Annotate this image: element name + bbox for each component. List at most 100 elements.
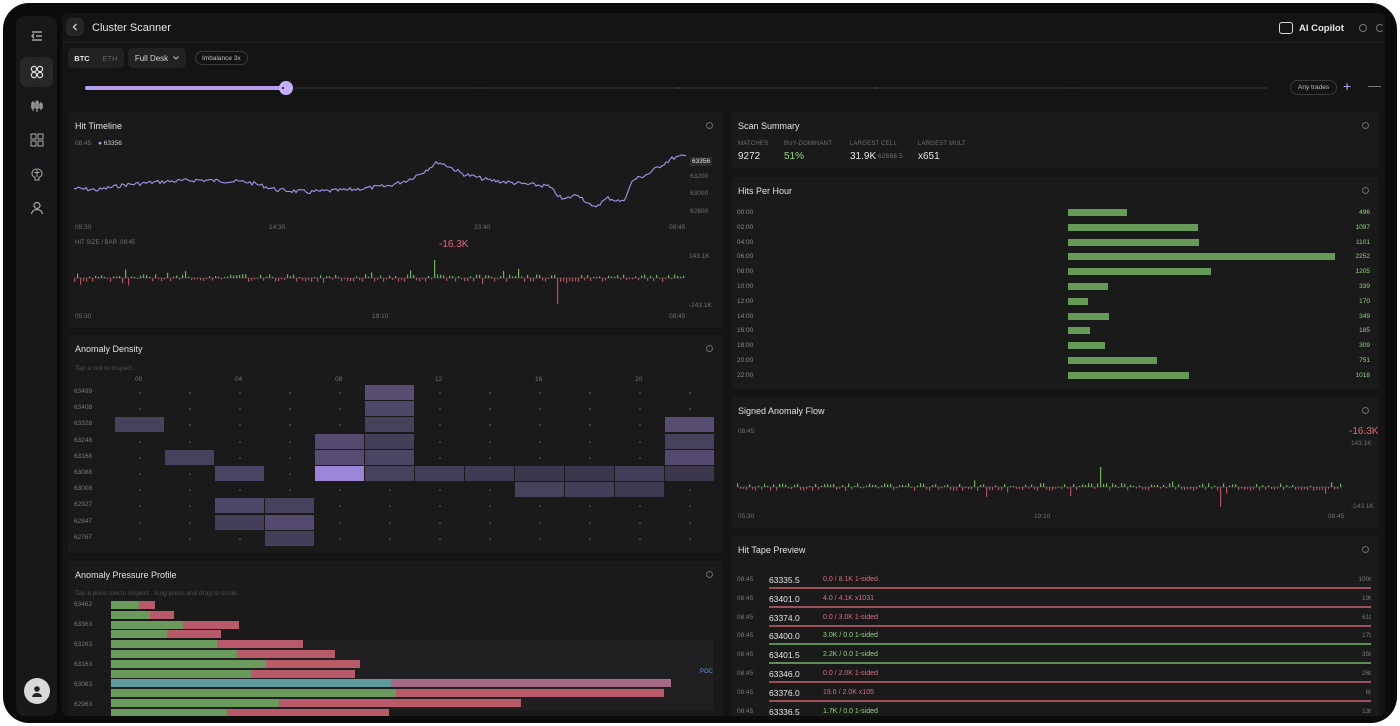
price-line-chart[interactable] — [68, 150, 723, 230]
buy-bar[interactable] — [111, 630, 167, 639]
hour-row[interactable]: 06:00 2252 — [731, 250, 1379, 264]
asset-eth-tab[interactable]: ETH — [102, 53, 118, 63]
brain-icon[interactable] — [20, 159, 53, 189]
collapse-icon[interactable] — [20, 21, 53, 51]
heatmap-cell[interactable] — [265, 514, 314, 530]
avatar-icon[interactable] — [24, 678, 50, 704]
heatmap-cell[interactable] — [365, 417, 414, 433]
tape-row[interactable]: 08:45 63346.0 0.0 / 2.0K 1-sided 26t — [731, 666, 1379, 685]
add-button[interactable]: + — [1343, 78, 1352, 94]
signed-flow-bars[interactable] — [731, 447, 1351, 507]
tape-row[interactable]: 08:45 63401.5 2.2K / 0.0 1-sided 35t — [731, 647, 1379, 666]
buy-bar[interactable] — [111, 699, 279, 707]
buy-bar[interactable] — [111, 689, 396, 698]
slider-thumb[interactable] — [279, 81, 294, 95]
buy-bar[interactable] — [111, 679, 391, 688]
hour-row[interactable]: 02:00 1097 — [731, 221, 1379, 235]
heatmap-cell[interactable] — [365, 433, 414, 449]
heatmap-cell[interactable] — [365, 385, 414, 400]
sell-bar[interactable] — [391, 679, 671, 688]
trade-filter-chip[interactable]: Any trades — [1290, 80, 1338, 95]
hour-row[interactable]: 14:00 349 — [731, 310, 1379, 324]
heatmap-cell[interactable] — [265, 530, 314, 546]
heatmap-cell[interactable] — [215, 514, 264, 530]
hour-row[interactable]: 12:00 170 — [731, 295, 1379, 309]
hour-row[interactable]: 00:00 496 — [731, 206, 1379, 220]
heatmap-cell[interactable] — [415, 466, 464, 481]
info-icon[interactable] — [706, 122, 713, 129]
hour-row[interactable]: 20:00 751 — [731, 354, 1379, 368]
heatmap-cell[interactable] — [315, 466, 364, 481]
hour-row[interactable]: 18:00 309 — [731, 339, 1379, 353]
hour-row[interactable]: 08:00 1205 — [731, 265, 1379, 279]
heatmap-cell[interactable] — [615, 466, 664, 481]
heatmap-cell[interactable] — [665, 433, 714, 449]
heatmap-cell[interactable] — [365, 449, 414, 465]
refresh-icon[interactable] — [1376, 24, 1384, 32]
grid-icon[interactable] — [20, 57, 53, 87]
user-icon[interactable] — [20, 193, 53, 223]
tape-row[interactable]: 08:45 63374.0 0.0 / 3.0K 1-sided 61t — [731, 610, 1379, 629]
sell-bar[interactable] — [227, 708, 389, 716]
heatmap-cell[interactable] — [665, 466, 714, 481]
buy-bar[interactable] — [111, 669, 251, 678]
remove-button[interactable]: — — [1368, 78, 1381, 93]
info-icon[interactable] — [1362, 187, 1369, 194]
ai-copilot-button[interactable]: AI Copilot — [1273, 18, 1345, 38]
heatmap-cell[interactable] — [565, 466, 614, 481]
buy-bar[interactable] — [111, 708, 227, 716]
sell-bar[interactable] — [167, 630, 221, 639]
heatmap-cell[interactable] — [515, 482, 564, 498]
back-button[interactable] — [66, 18, 84, 36]
hour-row[interactable]: 10:00 339 — [731, 280, 1379, 294]
desk-dropdown[interactable]: Full Desk — [128, 48, 186, 68]
info-icon[interactable] — [1362, 546, 1369, 553]
buy-bar[interactable] — [111, 610, 150, 619]
hit-size-bars[interactable] — [68, 258, 688, 314]
sell-bar[interactable] — [251, 669, 355, 678]
tape-row[interactable]: 08:45 63401.0 4.0 / 4.1K x1031 19t — [731, 591, 1379, 610]
heatmap-cell[interactable] — [365, 401, 414, 417]
tape-row[interactable]: 08:45 63336.5 1.7K / 0.0 1-sided 13t — [731, 704, 1379, 716]
buy-bar[interactable] — [111, 640, 217, 649]
heatmap-cell[interactable] — [215, 466, 264, 481]
info-icon[interactable] — [1362, 407, 1369, 414]
widgets-icon[interactable] — [20, 125, 53, 155]
sell-bar[interactable] — [237, 650, 335, 658]
hour-row[interactable]: 16:00 185 — [731, 324, 1379, 338]
tape-row[interactable]: 08:45 63376.0 19.0 / 2.0K x105 6t — [731, 685, 1379, 704]
heatmap-cell[interactable] — [565, 482, 614, 498]
heatmap-cell[interactable] — [215, 498, 264, 514]
info-icon[interactable] — [1359, 24, 1367, 32]
heatmap-cell[interactable] — [515, 466, 564, 481]
buy-bar[interactable] — [111, 620, 183, 629]
buy-bar[interactable] — [111, 659, 266, 668]
heatmap-cell[interactable] — [665, 449, 714, 465]
info-icon[interactable] — [1362, 122, 1369, 129]
pressure-profile-chart[interactable]: POC 63462 63363 63263 63163 63063 62963 — [68, 561, 723, 716]
hour-row[interactable]: 22:00 1018 — [731, 369, 1379, 383]
heatmap-cell[interactable] — [665, 417, 714, 433]
density-heatmap[interactable]: 00 04 08 12 16 20 63489 63408 63328 63248 63168 630… — [68, 335, 723, 553]
info-icon[interactable] — [706, 345, 713, 352]
tape-row[interactable]: 08:45 63335.5 0.0 / 8.1K 1-sided 100t — [731, 572, 1379, 591]
buy-bar[interactable] — [111, 601, 139, 609]
asset-btc-tab[interactable]: BTC — [74, 53, 90, 63]
sell-bar[interactable] — [266, 659, 360, 668]
sell-bar[interactable] — [183, 620, 239, 629]
sell-bar[interactable] — [396, 689, 664, 698]
imbalance-chip[interactable]: Imbalance 3x — [195, 51, 248, 65]
sell-bar[interactable] — [279, 699, 521, 707]
heatmap-cell[interactable] — [365, 466, 414, 481]
heatmap-cell[interactable] — [265, 498, 314, 514]
heatmap-cell[interactable] — [315, 449, 364, 465]
hour-row[interactable]: 04:00 1101 — [731, 236, 1379, 250]
heatmap-cell[interactable] — [615, 482, 664, 498]
info-icon[interactable] — [706, 571, 713, 578]
buy-bar[interactable] — [111, 650, 237, 658]
sell-bar[interactable] — [150, 610, 174, 619]
heatmap-cell[interactable] — [315, 433, 364, 449]
sell-bar[interactable] — [217, 640, 303, 649]
sell-bar[interactable] — [139, 601, 155, 609]
heatmap-cell[interactable] — [165, 449, 214, 465]
